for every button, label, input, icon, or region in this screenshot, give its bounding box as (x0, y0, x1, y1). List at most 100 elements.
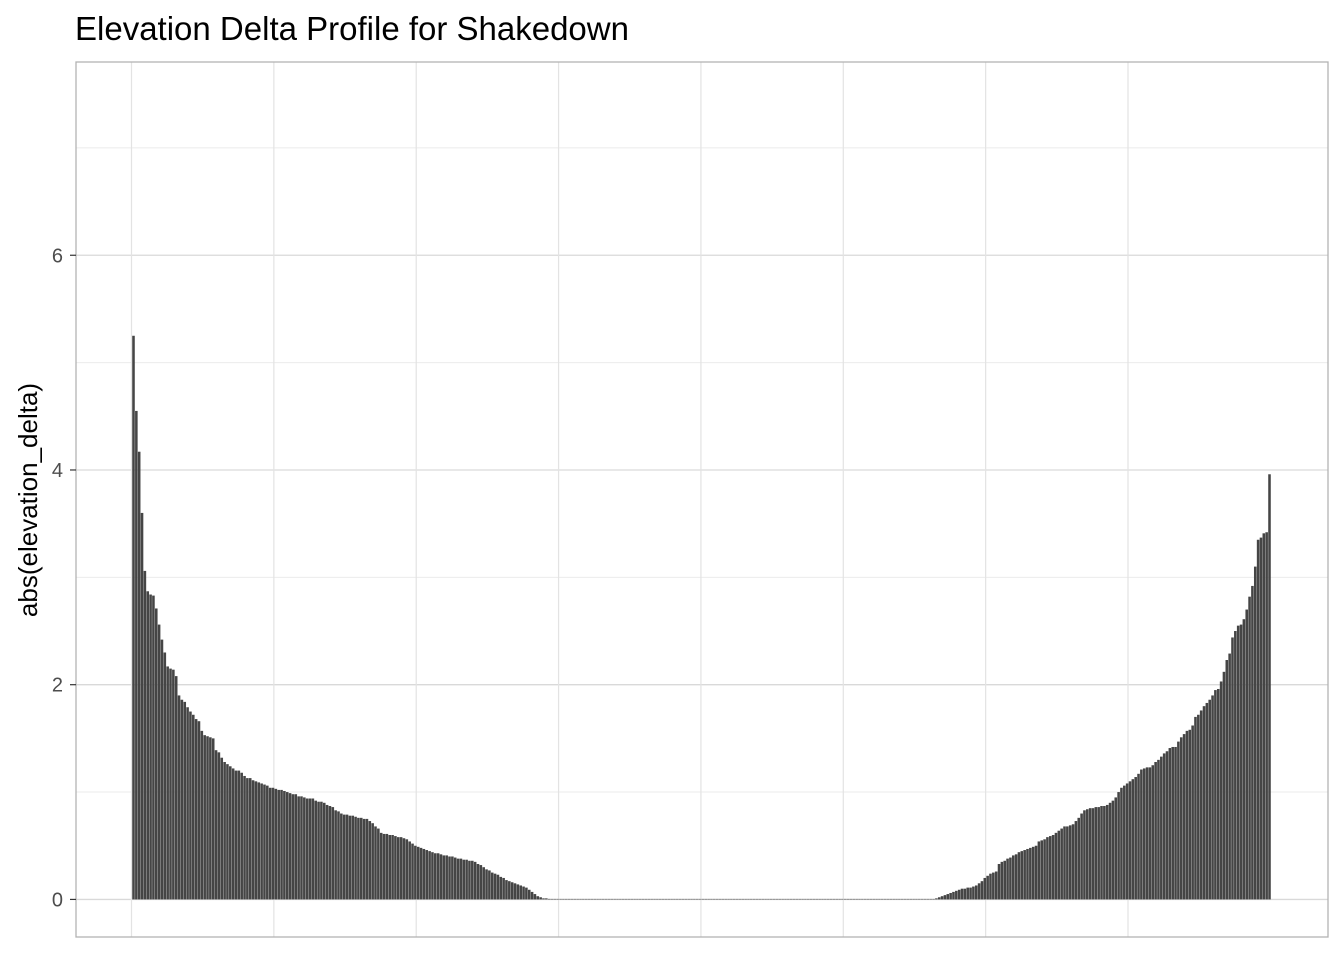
bar (647, 898, 651, 900)
bar (735, 898, 739, 900)
bar (570, 898, 574, 900)
bar (957, 889, 961, 900)
bar (889, 898, 893, 900)
bar (203, 735, 206, 900)
bar (322, 802, 326, 900)
bar (639, 898, 642, 900)
bar (505, 880, 508, 900)
bar (226, 764, 229, 900)
bar (166, 666, 169, 900)
bar (379, 832, 383, 900)
bar (468, 860, 471, 900)
bar (1023, 850, 1026, 900)
bar (337, 811, 340, 900)
bar (601, 898, 605, 900)
bar (371, 823, 374, 900)
bar (875, 898, 878, 900)
bar (664, 898, 668, 900)
bar (955, 890, 958, 900)
bar (1236, 625, 1240, 900)
bar (912, 898, 915, 900)
bar (209, 737, 212, 900)
bar (1031, 846, 1035, 900)
bar (752, 898, 756, 900)
bar (915, 898, 918, 900)
bar (496, 874, 500, 900)
bar (516, 884, 520, 900)
bar (903, 898, 907, 900)
bar (801, 898, 804, 900)
bar (829, 898, 833, 900)
bar (425, 850, 429, 900)
bar (741, 898, 745, 900)
bar (1214, 690, 1217, 900)
bar (1125, 783, 1129, 900)
bar (678, 898, 682, 900)
bar (861, 898, 864, 900)
bar (974, 885, 978, 900)
bar (1157, 759, 1160, 900)
bar (1100, 806, 1103, 900)
bar (781, 898, 784, 900)
bar (243, 775, 246, 900)
bar (1103, 806, 1106, 900)
bar (687, 898, 690, 900)
bar (334, 810, 337, 900)
bar (1225, 660, 1229, 900)
bar (960, 888, 964, 900)
bar (1000, 861, 1004, 900)
bar (340, 813, 343, 900)
bar (536, 896, 540, 900)
bar (920, 898, 924, 900)
bar (701, 898, 705, 900)
bar (695, 898, 699, 900)
bar (473, 861, 477, 900)
bar (656, 898, 659, 900)
y-tick-label: 2 (52, 675, 63, 697)
bar (812, 898, 816, 900)
bar (621, 898, 625, 900)
bar (937, 897, 941, 900)
bar (300, 796, 303, 900)
bar (1091, 808, 1095, 900)
bar (1259, 537, 1263, 900)
bar (744, 898, 747, 900)
bar (1253, 566, 1257, 900)
bar (573, 898, 577, 900)
bar (898, 898, 901, 900)
bar (610, 898, 614, 900)
bar (596, 898, 599, 900)
bar (311, 798, 315, 900)
bar (949, 892, 952, 900)
bar (667, 898, 671, 900)
bar (633, 898, 636, 900)
bar (855, 898, 858, 900)
bar (160, 639, 164, 900)
bar (157, 624, 161, 900)
bar (755, 898, 759, 900)
bar (627, 898, 631, 900)
bar (237, 770, 241, 900)
bar (963, 888, 967, 900)
bar (510, 882, 514, 900)
bar (274, 788, 278, 900)
bar (135, 410, 138, 900)
bar (488, 870, 491, 900)
bar (1219, 681, 1223, 900)
bar (1142, 768, 1146, 900)
bar (966, 887, 969, 900)
bar (268, 787, 272, 900)
bar (533, 894, 537, 900)
bar (883, 898, 887, 900)
bar (1234, 631, 1237, 900)
plot-border (75, 61, 1329, 938)
bar (952, 891, 955, 900)
bar (690, 898, 693, 900)
bar (1051, 835, 1055, 900)
bar (508, 881, 511, 900)
bar (636, 898, 639, 900)
bar (795, 898, 799, 900)
bar (385, 833, 389, 900)
bar (761, 898, 764, 900)
